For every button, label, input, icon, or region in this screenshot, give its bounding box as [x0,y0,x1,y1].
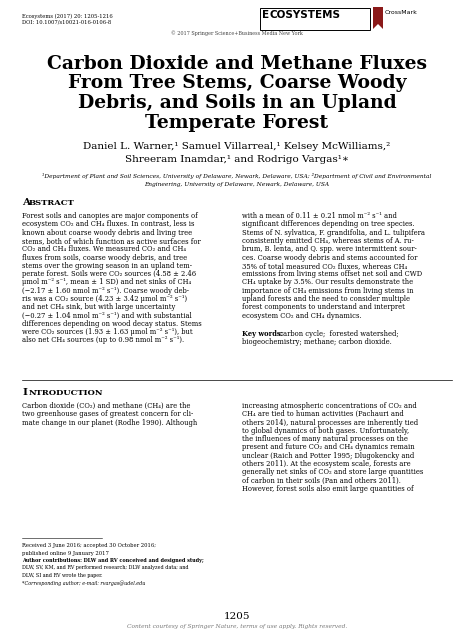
Text: stems, both of which function as active surfaces for: stems, both of which function as active … [22,237,201,245]
Text: stems over the growing season in an upland tem-: stems over the growing season in an upla… [22,262,192,270]
Text: Daniel L. Warner,¹ Samuel Villarreal,¹ Kelsey McWilliams,²: Daniel L. Warner,¹ Samuel Villarreal,¹ K… [83,142,391,151]
Text: 1205: 1205 [224,612,250,621]
Text: to global dynamics of both gases. Unfortunately,: to global dynamics of both gases. Unfort… [242,427,409,435]
Text: unclear (Raich and Potter 1995; Dlugokencky and: unclear (Raich and Potter 1995; Dlugoken… [242,452,414,460]
Text: present and future CO₂ and CH₄ dynamics remain: present and future CO₂ and CH₄ dynamics … [242,444,415,451]
Text: (−0.27 ± 1.04 nmol m⁻² s⁻¹) and with substantial: (−0.27 ± 1.04 nmol m⁻² s⁻¹) and with sub… [22,311,192,320]
Text: 35% of total measured CO₂ fluxes, whereas CH₄: 35% of total measured CO₂ fluxes, wherea… [242,262,407,270]
Text: differences depending on wood decay status. Stems: differences depending on wood decay stat… [22,320,202,328]
Text: mate change in our planet (Rodhe 1990). Although: mate change in our planet (Rodhe 1990). … [22,418,197,427]
Text: forest components to understand and interpret: forest components to understand and inte… [242,303,405,311]
Text: biogeochemistry; methane; carbon dioxide.: biogeochemistry; methane; carbon dioxide… [242,338,392,346]
Text: DOI: 10.1007/s10021-016-0106-8: DOI: 10.1007/s10021-016-0106-8 [22,20,111,25]
Text: E: E [262,10,269,20]
Text: (−2.17 ± 1.60 nmol m⁻² s⁻¹). Coarse woody deb-: (−2.17 ± 1.60 nmol m⁻² s⁻¹). Coarse wood… [22,287,189,295]
Text: BSTRACT: BSTRACT [28,199,74,207]
Text: CO₂ and CH₄ fluxes. We measured CO₂ and CH₄: CO₂ and CH₄ fluxes. We measured CO₂ and … [22,245,186,253]
Text: brum, B. lenta, and Q. spp. were intermittent sour-: brum, B. lenta, and Q. spp. were intermi… [242,245,417,253]
Text: I: I [22,388,27,397]
Text: Carbon Dioxide and Methane Fluxes: Carbon Dioxide and Methane Fluxes [47,55,427,73]
Text: Ecosystems (2017) 20: 1205-1216: Ecosystems (2017) 20: 1205-1216 [22,14,113,19]
Text: NTRODUCTION: NTRODUCTION [28,389,103,397]
Text: generally net sinks of CO₂ and store large quantities: generally net sinks of CO₂ and store lar… [242,468,423,477]
Text: Engineering, University of Delaware, Newark, Delaware, USA: Engineering, University of Delaware, New… [145,182,329,187]
Text: the influences of many natural processes on the: the influences of many natural processes… [242,436,408,443]
Text: published online 9 January 2017: published online 9 January 2017 [22,551,109,556]
Text: However, forest soils also emit large quantities of: However, forest soils also emit large qu… [242,485,414,493]
Text: Stems of N. sylvatica, F. grandifolia, and L. tulipifera: Stems of N. sylvatica, F. grandifolia, a… [242,229,425,237]
Text: Content courtesy of Springer Nature, terms of use apply. Rights reserved.: Content courtesy of Springer Nature, ter… [127,624,347,629]
Text: fluxes from soils, coarse woody debris, and tree: fluxes from soils, coarse woody debris, … [22,253,187,261]
Text: μmol m⁻² s⁻¹, mean ± 1 SD) and net sinks of CH₄: μmol m⁻² s⁻¹, mean ± 1 SD) and net sinks… [22,279,191,286]
Text: others 2014), natural processes are inherently tied: others 2014), natural processes are inhe… [242,418,418,427]
Text: ¹Department of Plant and Soil Sciences, University of Delaware, Newark, Delaware: ¹Department of Plant and Soil Sciences, … [42,173,432,179]
Text: carbon cycle;  forested watershed;: carbon cycle; forested watershed; [277,330,399,338]
Text: DLW, SI and RV wrote the paper.: DLW, SI and RV wrote the paper. [22,573,102,578]
Text: Received 3 June 2016; accepted 30 October 2016;: Received 3 June 2016; accepted 30 Octobe… [22,543,156,548]
FancyBboxPatch shape [260,8,370,30]
Polygon shape [373,7,383,29]
Text: ces. Coarse woody debris and stems accounted for: ces. Coarse woody debris and stems accou… [242,253,418,261]
Text: Author contributions: DLW and RV conceived and designed study;: Author contributions: DLW and RV conceiv… [22,558,204,563]
Text: consistently emitted CH₄, whereas stems of A. ru-: consistently emitted CH₄, whereas stems … [242,237,414,245]
Text: Forest soils and canopies are major components of: Forest soils and canopies are major comp… [22,212,198,220]
Text: © 2017 Springer Science+Business Media New York: © 2017 Springer Science+Business Media N… [171,30,303,35]
Text: perate forest. Soils were CO₂ sources (4.58 ± 2.46: perate forest. Soils were CO₂ sources (4… [22,270,196,278]
Text: with a mean of 0.11 ± 0.21 nmol m⁻² s⁻¹ and: with a mean of 0.11 ± 0.21 nmol m⁻² s⁻¹ … [242,212,397,220]
Text: increasing atmospheric concentrations of CO₂ and: increasing atmospheric concentrations of… [242,402,417,410]
Text: ecosystem CO₂ and CH₄ fluxes. In contrast, less is: ecosystem CO₂ and CH₄ fluxes. In contras… [22,220,194,229]
Text: significant differences depending on tree species.: significant differences depending on tre… [242,220,415,229]
Text: Carbon dioxide (CO₂) and methane (CH₄) are the: Carbon dioxide (CO₂) and methane (CH₄) a… [22,402,191,410]
Text: Shreeram Inamdar,¹ and Rodrigo Vargas¹∗: Shreeram Inamdar,¹ and Rodrigo Vargas¹∗ [125,156,349,165]
Text: CrossMark: CrossMark [385,10,418,15]
Text: of carbon in their soils (Pan and others 2011).: of carbon in their soils (Pan and others… [242,477,401,485]
Text: ecosystem CO₂ and CH₄ dynamics.: ecosystem CO₂ and CH₄ dynamics. [242,311,362,320]
Text: and net CH₄ sink, but with large uncertainty: and net CH₄ sink, but with large uncerta… [22,303,175,311]
Text: Debris, and Soils in an Upland: Debris, and Soils in an Upland [78,94,396,112]
Text: upland forests and the need to consider multiple: upland forests and the need to consider … [242,295,410,303]
Text: *Corresponding author; e-mail: rvargas@udel.edu: *Corresponding author; e-mail: rvargas@u… [22,580,146,586]
Text: DLW, SV, KM, and RV performed research; DLW analyzed data; and: DLW, SV, KM, and RV performed research; … [22,565,189,570]
Text: two greenhouse gases of greatest concern for cli-: two greenhouse gases of greatest concern… [22,410,193,418]
Text: CH₄ are tied to human activities (Pachauri and: CH₄ are tied to human activities (Pachau… [242,410,404,418]
Text: were CO₂ sources (1.93 ± 1.63 μmol m⁻² s⁻¹), but: were CO₂ sources (1.93 ± 1.63 μmol m⁻² s… [22,328,192,336]
Text: known about coarse woody debris and living tree: known about coarse woody debris and livi… [22,229,192,237]
Text: emissions from living stems offset net soil and CWD: emissions from living stems offset net s… [242,270,422,278]
Text: Key words:: Key words: [242,330,283,338]
Text: others 2011). At the ecosystem scale, forests are: others 2011). At the ecosystem scale, fo… [242,460,410,468]
Text: CH₄ uptake by 3.5%. Our results demonstrate the: CH₄ uptake by 3.5%. Our results demonstr… [242,279,413,286]
Text: also net CH₄ sources (up to 0.98 nmol m⁻² s⁻¹).: also net CH₄ sources (up to 0.98 nmol m⁻… [22,337,184,344]
Text: COSYSTEMS: COSYSTEMS [270,10,341,20]
Text: importance of CH₄ emissions from living stems in: importance of CH₄ emissions from living … [242,287,413,295]
Text: From Tree Stems, Coarse Woody: From Tree Stems, Coarse Woody [68,75,406,92]
Text: ris was a CO₂ source (4.23 ± 3.42 μmol m⁻² s⁻¹): ris was a CO₂ source (4.23 ± 3.42 μmol m… [22,295,187,303]
Text: Temperate Forest: Temperate Forest [146,113,328,132]
Text: A: A [22,198,30,207]
